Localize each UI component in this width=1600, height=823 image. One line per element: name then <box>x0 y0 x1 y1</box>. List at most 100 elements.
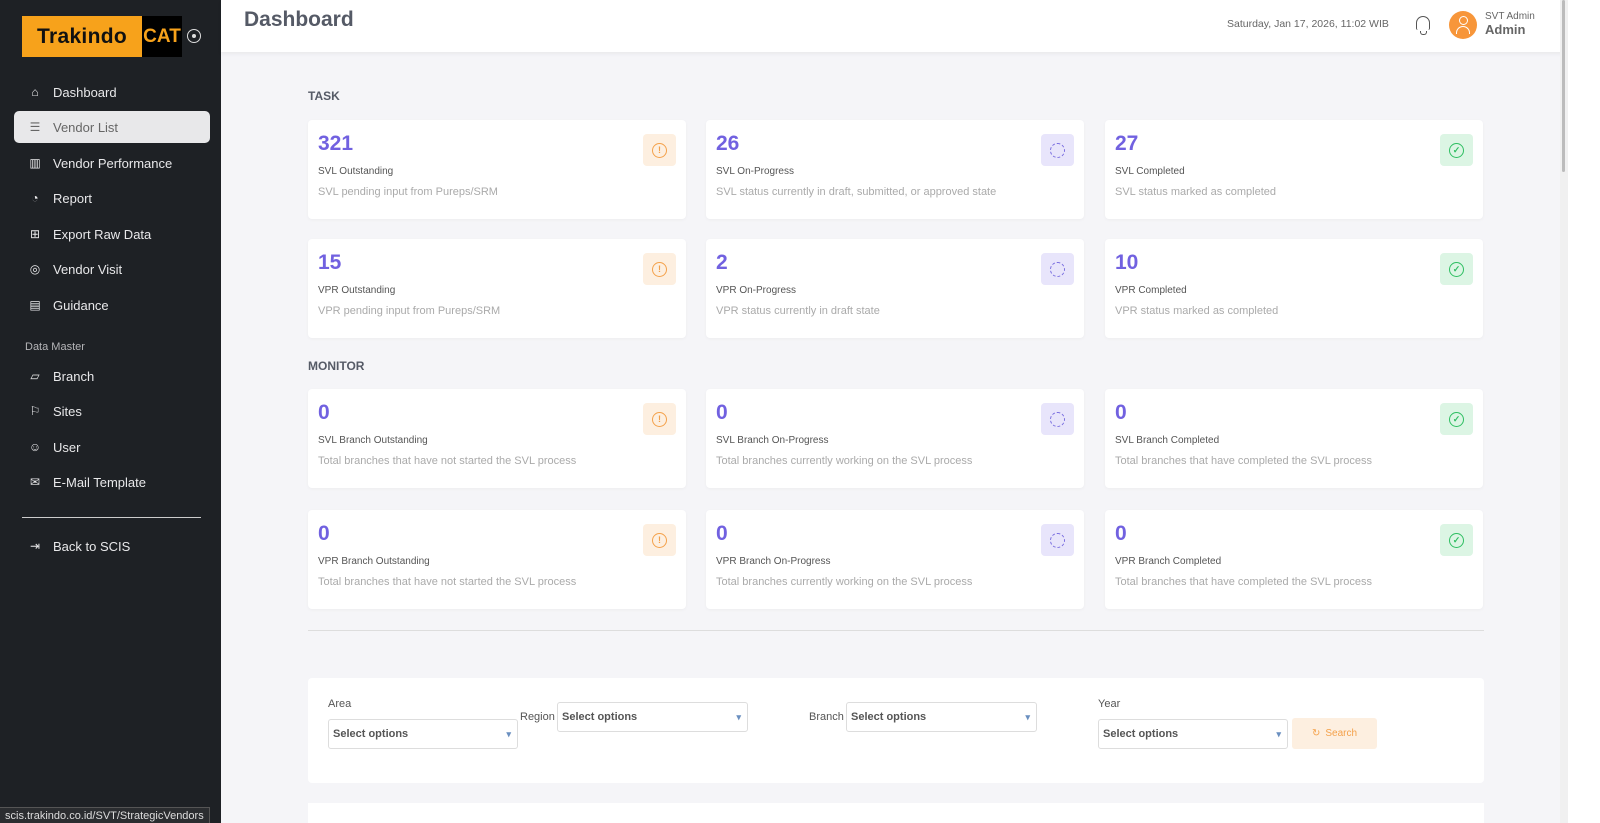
sidebar-item-label: Export Raw Data <box>53 226 152 242</box>
card-label: SVL Branch Outstanding <box>318 435 428 446</box>
card-label: VPR On-Progress <box>716 285 797 296</box>
task-card[interactable]: 321 SVL Outstanding SVL pending input fr… <box>308 120 686 219</box>
area-select[interactable]: Select options <box>328 719 518 749</box>
sidebar-item-report[interactable]: ◔ Report <box>14 182 210 214</box>
card-label: SVL Completed <box>1115 166 1185 177</box>
refresh-icon <box>1041 524 1074 556</box>
card-description: VPR status currently in draft state <box>716 305 880 317</box>
monitor-card[interactable]: 0 SVL Branch On-Progress Total branches … <box>706 389 1084 488</box>
topbar: Dashboard Saturday, Jan 17, 2026, 11:02 … <box>221 0 1568 52</box>
card-label: VPR Branch Completed <box>1115 556 1222 567</box>
card-label: SVL On-Progress <box>716 166 794 177</box>
sidebar-item-vendor-visit[interactable]: ◎ Vendor Visit <box>14 253 210 285</box>
card-value: 27 <box>1115 132 1139 155</box>
card-label: VPR Outstanding <box>318 285 396 296</box>
task-heading: TASK <box>308 89 340 103</box>
users-icon: ☺ <box>28 440 42 454</box>
monitor-card[interactable]: 0 VPR Branch Completed Total branches th… <box>1105 510 1483 609</box>
sidebar-item-label: Vendor Performance <box>53 155 173 171</box>
card-value: 0 <box>716 401 728 424</box>
divider <box>22 517 201 518</box>
divider <box>308 630 1484 631</box>
card-label: VPR Completed <box>1115 285 1187 296</box>
home-icon: ⌂ <box>31 85 39 99</box>
chart-panel <box>308 803 1484 823</box>
check-circle-icon: ✓ <box>1440 253 1473 285</box>
sidebar-item-vendor-performance[interactable]: ▥ Vendor Performance <box>14 147 210 179</box>
monitor-card[interactable]: 0 SVL Branch Completed Total branches th… <box>1105 389 1483 488</box>
monitor-card[interactable]: 0 VPR Branch On-Progress Total branches … <box>706 510 1084 609</box>
card-description: Total branches currently working on the … <box>716 576 973 588</box>
sidebar-item-label: Report <box>53 190 93 206</box>
scrollbar[interactable] <box>1560 0 1568 823</box>
filter-panel: Area Select options Region Select option… <box>308 678 1484 783</box>
alert-icon: ! <box>643 134 676 166</box>
table-export-icon: ⊞ <box>29 227 41 241</box>
sidebar-item-export-raw-data[interactable]: ⊞ Export Raw Data <box>14 218 210 250</box>
branch-label: Branch <box>809 711 844 723</box>
year-label: Year <box>1098 698 1121 710</box>
region-label: Region <box>520 711 555 723</box>
search-button[interactable]: ↻ Search <box>1292 718 1377 749</box>
card-value: 321 <box>318 132 354 155</box>
scrollbar-thumb[interactable] <box>1562 0 1565 172</box>
bell-icon[interactable] <box>1416 16 1430 35</box>
region-select[interactable]: Select options <box>557 702 748 732</box>
year-select[interactable]: Select options <box>1098 719 1288 749</box>
monitor-card[interactable]: 0 SVL Branch Outstanding Total branches … <box>308 389 686 488</box>
sidebar-item-label: Vendor Visit <box>53 261 123 277</box>
check-circle-icon: ✓ <box>1440 403 1473 435</box>
card-value: 15 <box>318 251 342 274</box>
card-description: Total branches that have not started the… <box>318 455 577 467</box>
task-card[interactable]: 2 VPR On-Progress VPR status currently i… <box>706 239 1084 338</box>
trakindo-logo[interactable]: Trakindo CAT <box>22 16 182 57</box>
alert-icon: ! <box>643 253 676 285</box>
card-value: 0 <box>318 522 330 545</box>
task-card[interactable]: 15 VPR Outstanding VPR pending input fro… <box>308 239 686 338</box>
sidebar-item-guidance[interactable]: ▤ Guidance <box>14 289 210 321</box>
monitor-card[interactable]: 0 VPR Branch Outstanding Total branches … <box>308 510 686 609</box>
sidebar-item-vendor-list[interactable]: ☰ Vendor List <box>14 111 210 143</box>
check-circle-icon: ✓ <box>1440 524 1473 556</box>
sidebar-item-dashboard[interactable]: ⌂ Dashboard <box>14 76 210 108</box>
card-label: VPR Branch Outstanding <box>318 556 430 567</box>
sidebar-item-back-to-scis[interactable]: ⇥ Back to SCIS <box>14 530 210 562</box>
sidebar-item-e-mail-template[interactable]: ✉ E-Mail Template <box>14 466 210 498</box>
task-card[interactable]: 27 SVL Completed SVL status marked as co… <box>1105 120 1483 219</box>
card-label: SVL Outstanding <box>318 166 394 177</box>
sidebar-item-user[interactable]: ☺ User <box>14 431 210 463</box>
card-description: VPR status marked as completed <box>1115 305 1279 317</box>
sidebar-item-label: Dashboard <box>53 84 117 100</box>
task-card[interactable]: 10 VPR Completed VPR status marked as co… <box>1105 239 1483 338</box>
card-description: SVL status marked as completed <box>1115 186 1277 198</box>
section-data-master: Data Master <box>25 341 85 353</box>
sidebar-toggle-icon[interactable] <box>187 29 201 43</box>
gauge-icon: ◔ <box>31 191 39 205</box>
task-card[interactable]: 26 SVL On-Progress SVL status currently … <box>706 120 1084 219</box>
map-pin-icon: ◎ <box>29 262 41 276</box>
card-value: 0 <box>1115 522 1127 545</box>
list-icon: ☰ <box>29 120 41 134</box>
check-circle-icon: ✓ <box>1440 134 1473 166</box>
user-role: Admin <box>1485 22 1526 37</box>
card-description: SVL pending input from Pureps/SRM <box>318 186 498 198</box>
map-icon: ▱ <box>30 369 40 383</box>
area-label: Area <box>328 698 352 710</box>
card-value: 2 <box>716 251 728 274</box>
monitor-heading: MONITOR <box>308 359 365 373</box>
sidebar-item-label: Sites <box>53 403 82 419</box>
alert-icon: ! <box>643 524 676 556</box>
card-value: 10 <box>1115 251 1139 274</box>
sidebar-item-label: Guidance <box>53 297 109 313</box>
sidebar: Trakindo CAT ⌂ Dashboard ☰ Vendor List ▥ Vendo… <box>0 0 221 823</box>
avatar[interactable] <box>1449 11 1477 39</box>
sidebar-item-label: Back to SCIS <box>53 538 131 554</box>
branch-select[interactable]: Select options <box>846 702 1037 732</box>
card-value: 0 <box>1115 401 1127 424</box>
window-edge <box>1568 0 1600 823</box>
sidebar-item-branch[interactable]: ▱ Branch <box>14 360 210 392</box>
status-bar-url: scis.trakindo.co.id/SVT/StrategicVendors <box>0 807 210 823</box>
datetime: Saturday, Jan 17, 2026, 11:02 WIB <box>1227 18 1389 30</box>
cat-logo: CAT <box>142 16 182 57</box>
sidebar-item-sites[interactable]: ⚐ Sites <box>14 395 210 427</box>
